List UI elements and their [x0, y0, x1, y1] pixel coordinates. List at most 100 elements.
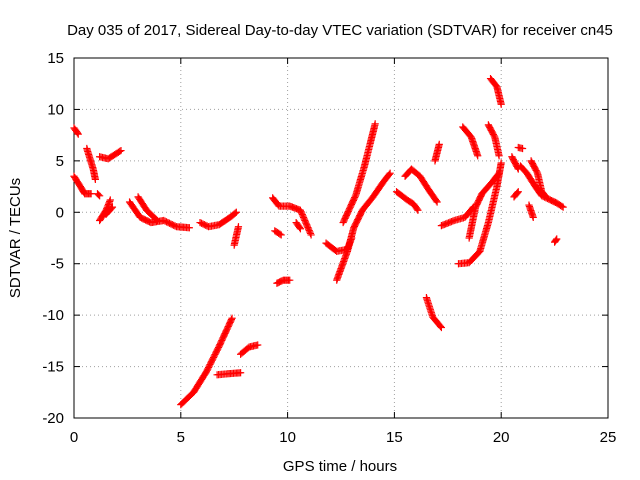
data-point — [559, 203, 567, 211]
data-point — [357, 209, 365, 217]
data-point — [108, 203, 117, 211]
data-point — [350, 195, 358, 203]
data-point — [495, 152, 503, 160]
data-point — [553, 235, 561, 243]
data-point — [473, 200, 481, 209]
data-point — [343, 210, 351, 218]
data-point — [87, 190, 95, 198]
data-point — [216, 339, 225, 347]
data-point — [474, 198, 482, 206]
data-point — [226, 318, 234, 326]
data-point — [494, 170, 502, 178]
data-point — [225, 321, 233, 329]
data-point — [340, 216, 349, 224]
data-point — [307, 231, 315, 239]
data-point — [222, 328, 230, 336]
data-point — [414, 206, 422, 214]
data-point — [107, 204, 116, 212]
data-point — [435, 140, 443, 148]
data-point — [385, 170, 393, 178]
data-point — [221, 329, 229, 338]
data-point — [231, 209, 239, 217]
data-point — [490, 132, 498, 140]
data-point — [495, 169, 503, 177]
data-point — [218, 335, 227, 343]
data-point — [413, 205, 421, 213]
x-tick-label: 5 — [177, 429, 185, 446]
data-point — [137, 214, 146, 222]
data-point — [533, 168, 541, 176]
data-point — [141, 216, 150, 224]
data-point — [227, 316, 236, 324]
data-point — [339, 218, 347, 227]
chart-title: Day 035 of 2017, Sidereal Day-to-day VTE… — [67, 22, 613, 39]
data-point — [116, 147, 124, 155]
y-tick-label: -20 — [42, 410, 64, 427]
data-point — [347, 202, 355, 210]
data-point — [223, 324, 232, 332]
data-point — [277, 231, 285, 239]
grid-lines — [74, 58, 608, 418]
data-point — [345, 205, 354, 213]
data-point — [342, 213, 350, 221]
data-point — [73, 129, 82, 137]
data-point — [342, 212, 350, 220]
y-tick-label: 0 — [56, 204, 64, 221]
data-point — [552, 236, 560, 244]
data-point — [518, 144, 527, 153]
data-point — [346, 203, 354, 211]
data-point — [351, 221, 359, 229]
y-tick-label: 5 — [56, 153, 64, 170]
data-point — [220, 332, 228, 340]
y-tick-label: -10 — [42, 307, 64, 324]
data-point — [356, 212, 364, 220]
data-point — [215, 342, 223, 350]
data-point — [432, 197, 440, 205]
data-point — [349, 196, 357, 204]
data-point — [348, 199, 356, 207]
axis-ticks: 0 5 10 15 20 25 -20 -15 -10 -5 0 5 10 15 — [42, 50, 616, 446]
data-point — [219, 334, 227, 342]
plot-frame — [73, 57, 609, 419]
data-point — [244, 344, 252, 352]
x-tick-label: 25 — [600, 429, 617, 446]
data-point — [473, 199, 482, 207]
data-point — [232, 208, 240, 216]
data-point — [295, 223, 304, 232]
data-point — [474, 152, 482, 160]
data-point — [106, 196, 114, 204]
data-point — [352, 218, 361, 226]
data-point — [91, 175, 99, 183]
data-point — [497, 100, 505, 108]
data-points — [70, 74, 567, 409]
data-point — [371, 120, 379, 128]
y-tick-label: 10 — [47, 101, 64, 118]
data-point — [433, 198, 441, 206]
data-point — [74, 130, 82, 138]
data-point — [344, 207, 352, 216]
y-tick-label: 15 — [47, 50, 64, 67]
data-point — [222, 327, 230, 335]
data-point — [437, 323, 445, 332]
data-point — [344, 209, 352, 217]
data-point — [492, 82, 500, 90]
data-point — [296, 225, 305, 233]
x-tick-label: 15 — [386, 429, 403, 446]
data-point — [386, 169, 394, 177]
data-point — [117, 146, 125, 155]
data-point — [225, 320, 234, 328]
data-point — [347, 200, 356, 209]
x-axis-label: GPS time / hours — [283, 458, 397, 475]
data-point — [218, 336, 226, 345]
data-point — [475, 196, 483, 205]
data-point — [96, 192, 104, 200]
data-point — [341, 214, 349, 223]
data-point — [476, 194, 484, 202]
data-point — [542, 193, 550, 201]
data-point — [513, 189, 522, 197]
y-tick-label: -5 — [51, 256, 64, 273]
data-point — [136, 213, 144, 222]
data-point — [351, 192, 359, 200]
data-point — [237, 369, 245, 377]
data-point — [223, 325, 231, 333]
